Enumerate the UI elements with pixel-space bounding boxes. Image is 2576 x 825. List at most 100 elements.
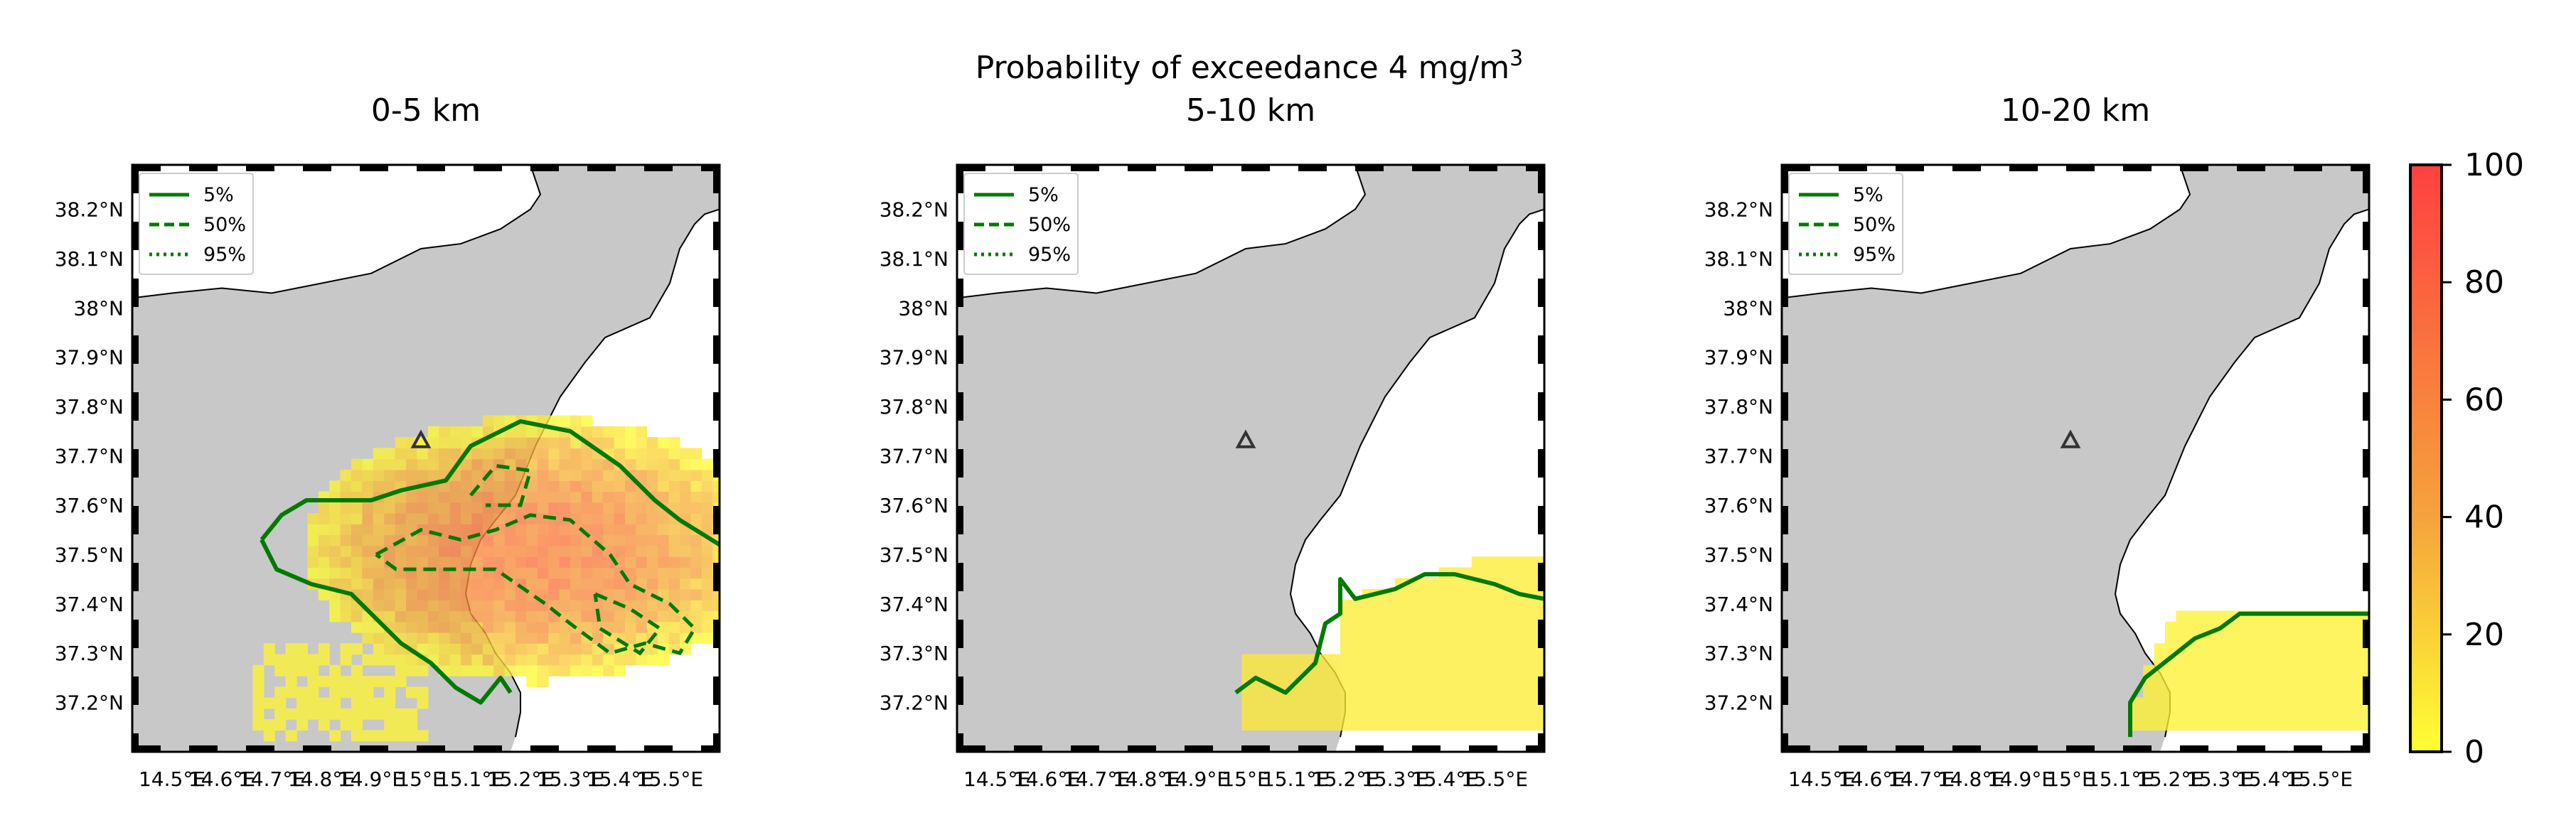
probability-cell bbox=[2165, 686, 2176, 699]
probability-cell bbox=[2329, 643, 2341, 655]
probability-cell bbox=[625, 643, 636, 655]
probability-cell bbox=[581, 610, 593, 622]
probability-cell bbox=[1384, 654, 1396, 666]
probability-cell bbox=[1351, 719, 1363, 731]
probability-cell bbox=[1438, 686, 1450, 699]
x-tick-label: 14.8°E bbox=[288, 767, 355, 791]
probability-cell bbox=[2307, 664, 2319, 676]
probability-cell bbox=[482, 502, 494, 514]
probability-cell bbox=[296, 654, 308, 666]
probability-cell bbox=[1537, 664, 1544, 676]
x-tick-label: 14.7°E bbox=[238, 767, 305, 791]
probability-cell bbox=[1362, 621, 1374, 633]
probability-cell bbox=[471, 545, 483, 557]
probability-cell bbox=[680, 458, 691, 470]
probability-cell bbox=[362, 676, 374, 687]
probability-cell bbox=[1471, 621, 1483, 633]
probability-cell bbox=[351, 664, 363, 676]
probability-cell bbox=[1428, 610, 1440, 622]
probability-cell bbox=[614, 610, 626, 622]
probability-cell bbox=[592, 458, 604, 470]
probability-cell bbox=[1526, 632, 1538, 644]
probability-cell bbox=[636, 567, 648, 579]
probability-cell bbox=[2208, 610, 2220, 622]
probability-cell bbox=[263, 643, 275, 655]
probability-cell bbox=[1526, 654, 1538, 666]
probability-cell bbox=[1505, 632, 1516, 644]
probability-cell bbox=[614, 534, 626, 546]
probability-cell bbox=[329, 664, 341, 676]
probability-cell bbox=[471, 448, 483, 460]
probability-cell bbox=[2176, 719, 2188, 731]
probability-cell bbox=[701, 513, 713, 524]
probability-cell bbox=[712, 480, 720, 492]
probability-cell bbox=[427, 534, 439, 546]
probability-cell bbox=[625, 545, 636, 557]
probability-cell bbox=[1384, 708, 1396, 720]
probability-cell bbox=[603, 600, 615, 612]
probability-cell bbox=[449, 524, 461, 536]
probability-cell bbox=[427, 545, 439, 557]
probability-cell bbox=[318, 643, 330, 655]
probability-cell bbox=[537, 567, 549, 579]
probability-cell bbox=[581, 556, 593, 568]
probability-cell bbox=[461, 578, 472, 590]
probability-cell bbox=[1428, 676, 1440, 687]
probability-cell bbox=[439, 588, 451, 600]
probability-cell bbox=[1329, 676, 1341, 687]
probability-cell bbox=[340, 600, 352, 612]
probability-cell bbox=[1384, 643, 1396, 655]
probability-cell bbox=[449, 578, 461, 590]
probability-cell bbox=[373, 600, 385, 612]
probability-cell bbox=[2165, 643, 2176, 655]
probability-cell bbox=[1493, 708, 1505, 720]
probability-cell bbox=[1329, 697, 1341, 709]
probability-cell bbox=[1526, 610, 1538, 622]
probability-cell bbox=[2220, 686, 2231, 699]
probability-cell bbox=[625, 534, 636, 546]
probability-cell bbox=[406, 458, 417, 470]
probability-cell bbox=[1450, 610, 1461, 622]
probability-cell bbox=[646, 654, 658, 666]
probability-cell bbox=[2241, 654, 2253, 666]
probability-cell bbox=[2351, 686, 2363, 699]
y-tick-label: 38.2°N bbox=[1704, 198, 1773, 221]
probability-cell bbox=[395, 610, 407, 622]
probability-cell bbox=[1515, 686, 1527, 699]
probability-cell bbox=[2230, 719, 2243, 731]
probability-cell bbox=[1252, 664, 1264, 676]
probability-cell bbox=[461, 480, 472, 492]
probability-cell bbox=[482, 491, 494, 503]
probability-cell bbox=[1493, 632, 1505, 644]
x-tick-label: 14.5°E bbox=[963, 767, 1030, 791]
probability-cell bbox=[515, 426, 527, 438]
probability-cell bbox=[1515, 621, 1527, 633]
probability-cell bbox=[1384, 676, 1396, 687]
probability-cell bbox=[1460, 676, 1473, 687]
y-tick-label: 38°N bbox=[73, 296, 124, 320]
probability-cell bbox=[1460, 697, 1473, 709]
probability-cell bbox=[1450, 708, 1461, 720]
probability-cell bbox=[592, 524, 604, 536]
probability-cell bbox=[646, 480, 658, 492]
probability-cell bbox=[1526, 556, 1538, 568]
y-tick-label: 37.9°N bbox=[880, 346, 948, 370]
probability-cell bbox=[1318, 697, 1330, 709]
probability-cell bbox=[2252, 632, 2265, 644]
probability-cell bbox=[690, 567, 702, 579]
probability-cell bbox=[592, 437, 604, 449]
probability-cell bbox=[1351, 632, 1363, 644]
probability-cell bbox=[680, 534, 691, 546]
probability-cell bbox=[274, 654, 287, 666]
probability-cell bbox=[636, 426, 648, 438]
y-tick-label: 37.2°N bbox=[1704, 691, 1773, 715]
probability-cell bbox=[1373, 610, 1385, 622]
probability-cell bbox=[384, 448, 396, 460]
y-tick-label: 38.2°N bbox=[880, 198, 948, 221]
probability-cell bbox=[658, 458, 670, 470]
probability-cell bbox=[1384, 697, 1396, 709]
probability-cell bbox=[1416, 708, 1428, 720]
probability-cell bbox=[581, 643, 593, 655]
probability-cell bbox=[449, 437, 461, 449]
